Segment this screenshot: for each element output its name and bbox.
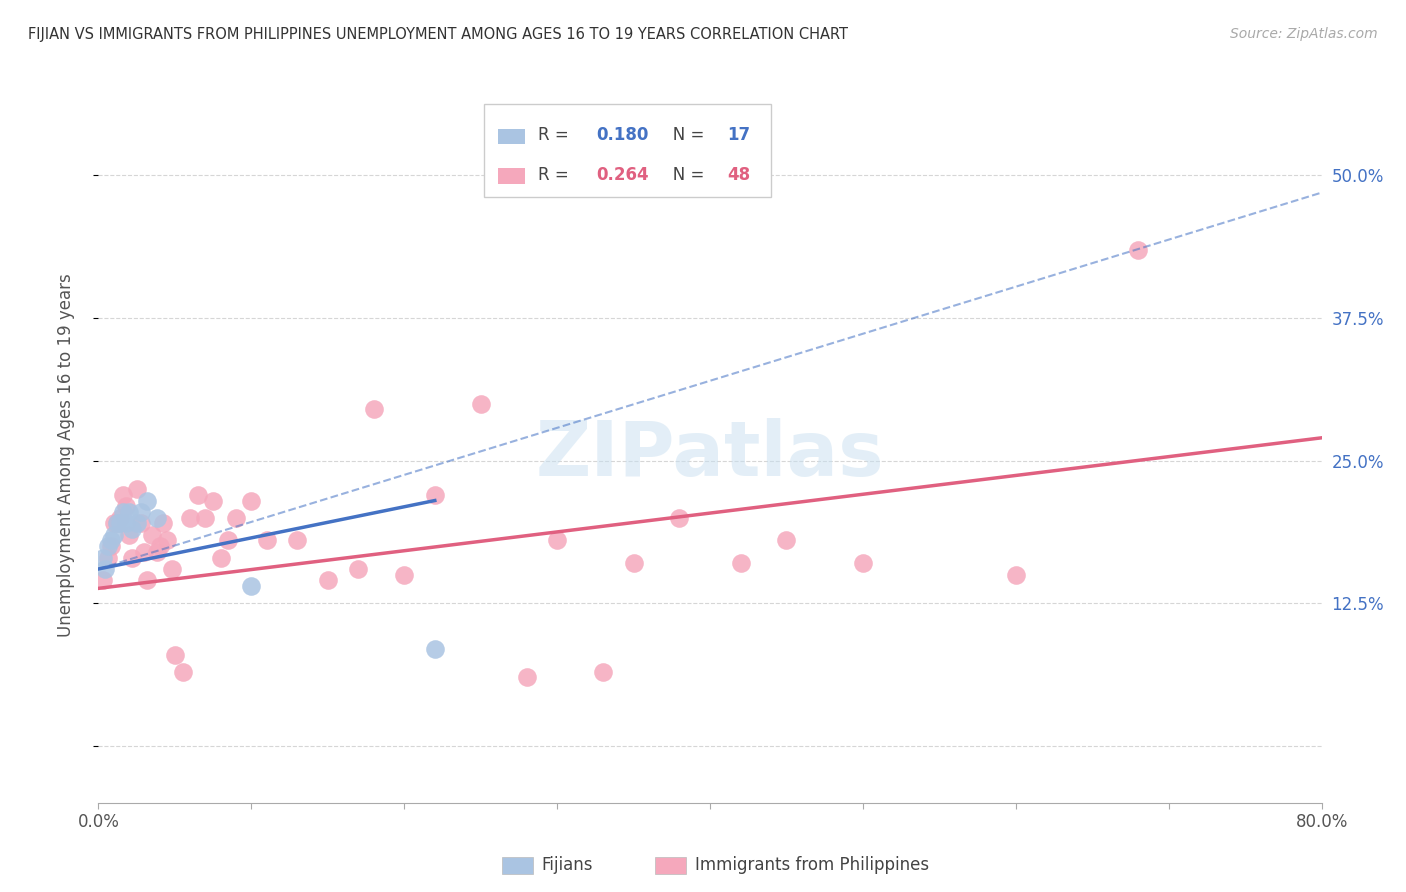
Point <box>134 545 156 559</box>
Point <box>115 500 138 514</box>
Point <box>141 528 163 542</box>
Point <box>209 550 232 565</box>
Point <box>160 562 183 576</box>
Text: ZIPatlas: ZIPatlas <box>536 418 884 491</box>
Text: Fijians: Fijians <box>541 856 593 874</box>
Point <box>118 505 141 519</box>
Text: R =: R = <box>537 166 574 184</box>
Point <box>623 556 645 570</box>
Point <box>105 516 128 531</box>
Point <box>392 567 416 582</box>
Point <box>121 522 143 536</box>
Point <box>108 510 131 524</box>
Point <box>423 641 446 656</box>
Point <box>125 516 148 531</box>
Point <box>108 516 131 531</box>
Point <box>240 579 263 593</box>
Point <box>149 539 172 553</box>
Text: N =: N = <box>658 166 710 184</box>
Point <box>136 574 159 588</box>
Point <box>145 545 167 559</box>
Point <box>592 665 614 679</box>
Point <box>852 556 875 570</box>
Point <box>516 670 538 684</box>
Point <box>546 533 568 548</box>
Point <box>100 539 122 553</box>
Text: 48: 48 <box>727 166 751 184</box>
Point <box>225 510 247 524</box>
FancyBboxPatch shape <box>484 103 772 197</box>
Point <box>125 482 148 496</box>
Bar <box>655 857 686 874</box>
Point <box>179 510 201 524</box>
Point <box>115 516 138 531</box>
Point <box>91 574 114 588</box>
Point <box>285 533 308 548</box>
Text: 0.180: 0.180 <box>596 126 648 144</box>
Point <box>217 533 239 548</box>
Point <box>363 402 385 417</box>
Point <box>347 562 370 576</box>
Point <box>93 562 115 576</box>
Point <box>187 488 209 502</box>
Bar <box>498 169 526 184</box>
Point <box>129 505 152 519</box>
Text: 0.264: 0.264 <box>596 166 650 184</box>
Point <box>103 516 125 531</box>
Point <box>111 505 134 519</box>
Point <box>316 574 339 588</box>
Text: Immigrants from Philippines: Immigrants from Philippines <box>696 856 929 874</box>
Text: 17: 17 <box>727 126 751 144</box>
Point <box>97 550 120 565</box>
Point <box>202 493 225 508</box>
Point <box>194 510 217 524</box>
Text: N =: N = <box>658 126 710 144</box>
Point <box>118 528 141 542</box>
Point <box>111 488 134 502</box>
Text: FIJIAN VS IMMIGRANTS FROM PHILIPPINES UNEMPLOYMENT AMONG AGES 16 TO 19 YEARS COR: FIJIAN VS IMMIGRANTS FROM PHILIPPINES UN… <box>28 27 848 42</box>
Point <box>775 533 797 548</box>
Point <box>470 396 492 410</box>
Point <box>1128 243 1150 257</box>
Point <box>172 665 194 679</box>
Point <box>156 533 179 548</box>
Point <box>136 493 159 508</box>
Point <box>423 488 446 502</box>
Point <box>1004 567 1026 582</box>
Bar <box>502 857 533 874</box>
Point <box>121 550 143 565</box>
Point <box>91 550 114 565</box>
Bar <box>498 128 526 144</box>
Point <box>105 516 128 531</box>
Text: R =: R = <box>537 126 574 144</box>
Point <box>730 556 752 570</box>
Text: Source: ZipAtlas.com: Source: ZipAtlas.com <box>1230 27 1378 41</box>
Point <box>256 533 278 548</box>
Point <box>97 539 120 553</box>
Point <box>129 516 152 531</box>
Point <box>145 510 167 524</box>
Point <box>240 493 263 508</box>
Point <box>668 510 690 524</box>
Y-axis label: Unemployment Among Ages 16 to 19 years: Unemployment Among Ages 16 to 19 years <box>56 273 75 637</box>
Point <box>100 533 122 548</box>
Point <box>163 648 186 662</box>
Point <box>103 528 125 542</box>
Point <box>152 516 174 531</box>
